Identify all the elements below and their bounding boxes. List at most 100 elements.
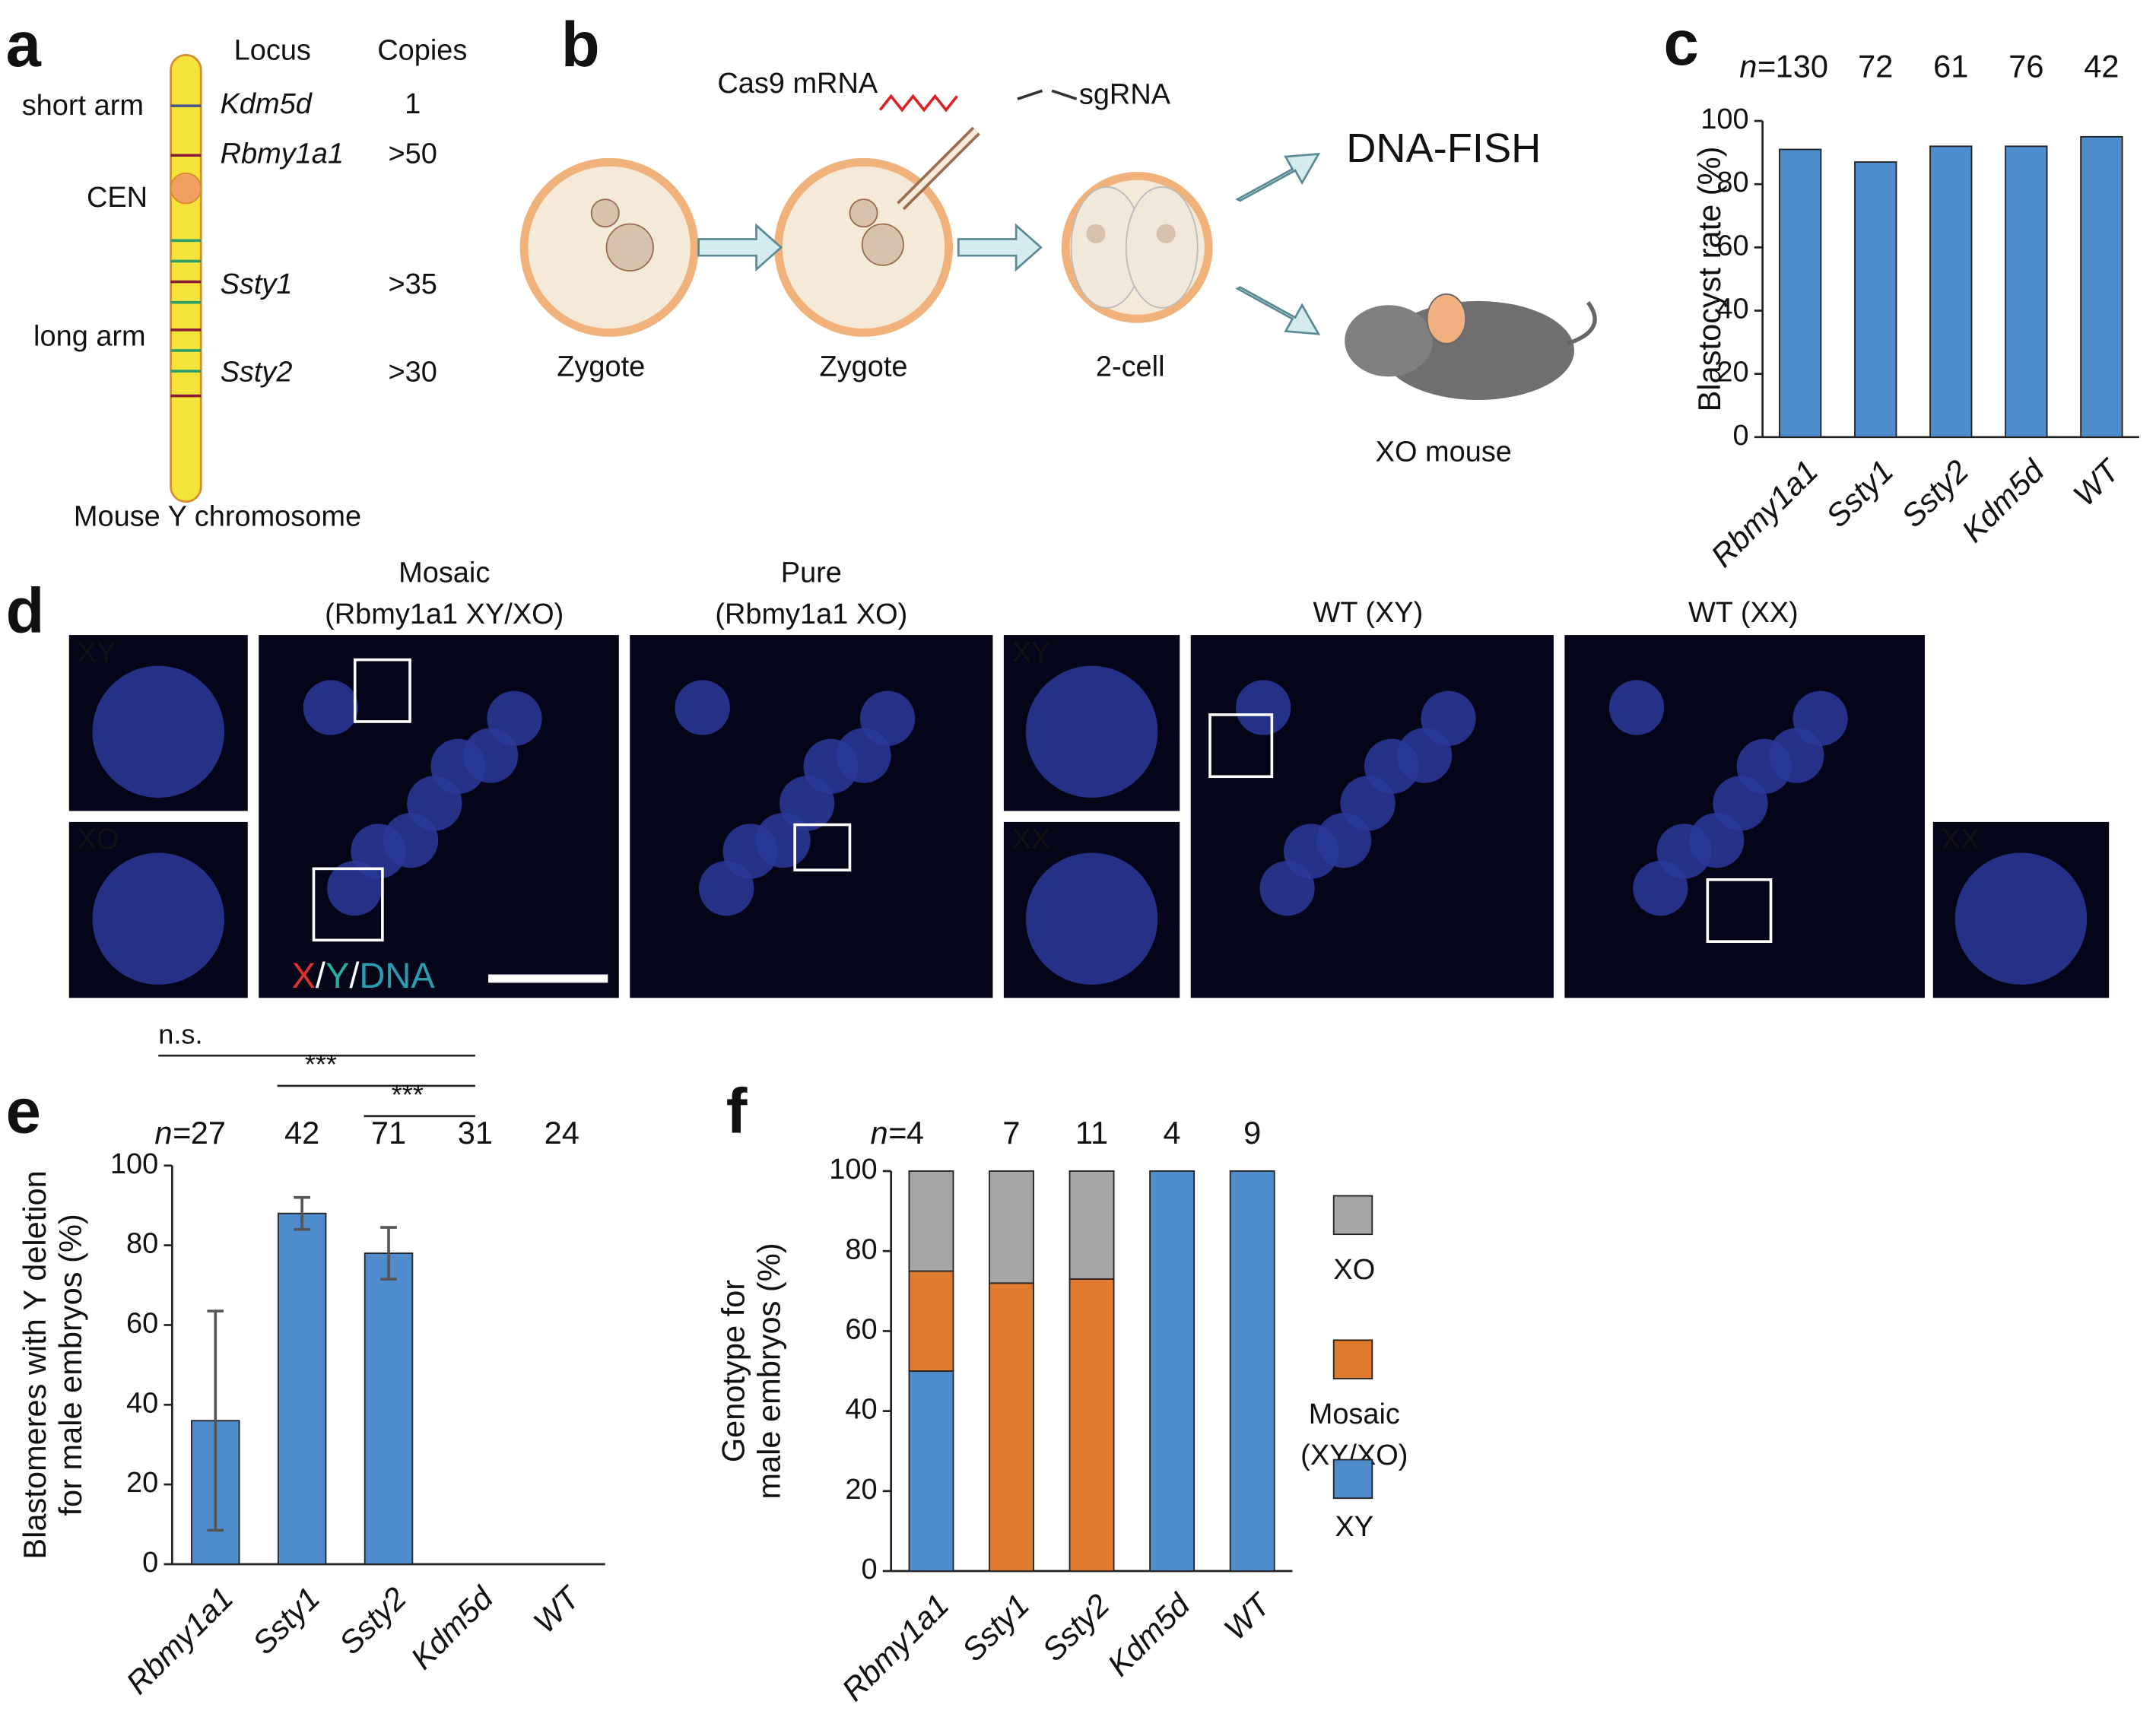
stage-label: Zygote bbox=[557, 351, 645, 382]
inset-label: XO bbox=[78, 824, 119, 855]
panel-label: d bbox=[6, 576, 45, 646]
annotation: XO mouse bbox=[1376, 436, 1512, 468]
arrows bbox=[697, 152, 1321, 335]
significance-label: *** bbox=[305, 1049, 337, 1080]
bar bbox=[1854, 161, 1897, 438]
legend-label: XO bbox=[1333, 1254, 1375, 1286]
image-title: (Rbmy1a1 XY/XO) bbox=[325, 598, 564, 630]
nucleus bbox=[675, 680, 730, 735]
nucleus bbox=[803, 738, 859, 794]
nucleus bbox=[1954, 852, 2088, 985]
stain-legend: X/Y/DNA bbox=[292, 955, 436, 995]
nucleus bbox=[722, 824, 778, 879]
bar-segment bbox=[1068, 1278, 1115, 1572]
bar bbox=[2005, 145, 2048, 438]
nucleus bbox=[92, 665, 225, 798]
locus-copies: >35 bbox=[388, 268, 437, 300]
stain-label: Y bbox=[325, 955, 349, 995]
bar bbox=[1779, 148, 1822, 438]
inset-label: XY bbox=[1012, 636, 1051, 668]
y-tick-label: 20 bbox=[126, 1467, 158, 1499]
n-value: 4 bbox=[907, 1115, 924, 1151]
n-value: 31 bbox=[458, 1115, 493, 1151]
n-label: n= bbox=[1739, 48, 1775, 84]
y-tick-label: 0 bbox=[1732, 420, 1748, 452]
y-tick-label: 100 bbox=[110, 1148, 158, 1180]
x-tick-label: Rbmy1a1 bbox=[119, 1580, 240, 1701]
locus-copies: 1 bbox=[405, 88, 421, 120]
y-tick-label: 60 bbox=[845, 1313, 877, 1345]
locus-name: Kdm5d bbox=[221, 88, 313, 120]
nucleus bbox=[1421, 690, 1476, 746]
y-tick-label: 0 bbox=[861, 1554, 877, 1585]
zoom-box bbox=[793, 823, 852, 871]
y-tick-label: 60 bbox=[126, 1307, 158, 1339]
nucleus bbox=[859, 690, 916, 746]
annotation: Cas9 mRNA bbox=[717, 68, 878, 100]
n-value: 42 bbox=[284, 1115, 319, 1151]
n-label: n= bbox=[154, 1115, 190, 1151]
y-tick-label: 80 bbox=[1716, 167, 1748, 198]
bar-segment bbox=[908, 1370, 954, 1572]
x-tick-label: Kdm5d bbox=[404, 1579, 501, 1676]
y-axis-label: Blastomeres with Y deletion bbox=[17, 1170, 52, 1559]
y-tick-label: 0 bbox=[142, 1547, 158, 1579]
panel-label: e bbox=[6, 1076, 41, 1147]
y-axis-label: Blastocyst rate (%) bbox=[1691, 147, 1727, 412]
annotation: sgRNA bbox=[1079, 79, 1171, 111]
n-label: n= bbox=[871, 1115, 907, 1151]
image-title: WT (XX) bbox=[1688, 597, 1799, 629]
n-value: 42 bbox=[2084, 48, 2119, 84]
y-tick-label: 40 bbox=[1716, 294, 1748, 325]
zoom-box bbox=[353, 658, 411, 723]
stain-label: X bbox=[292, 955, 316, 995]
n-value: 61 bbox=[1933, 48, 1968, 84]
nucleus bbox=[1025, 665, 1158, 798]
bar bbox=[277, 1212, 327, 1565]
arm-label: short arm bbox=[22, 90, 144, 122]
x-tick-label: Ssty1 bbox=[246, 1580, 327, 1662]
image-title: (Rbmy1a1 XO) bbox=[715, 598, 907, 630]
image-title: Mosaic bbox=[398, 557, 490, 589]
image-title: Pure bbox=[781, 557, 842, 589]
legend-swatch bbox=[1332, 1195, 1373, 1236]
nucleus bbox=[303, 680, 359, 735]
y-axis-label: for male embryos (%) bbox=[52, 1214, 88, 1516]
n-value: 24 bbox=[545, 1115, 579, 1151]
bar-segment bbox=[1149, 1170, 1195, 1572]
legend-label: Mosaic (XY/XO) bbox=[1300, 1398, 1408, 1471]
inset-label: XY bbox=[78, 636, 116, 668]
zoom-box bbox=[1706, 878, 1773, 943]
zoom-box bbox=[1208, 713, 1274, 779]
chromosome bbox=[170, 53, 202, 503]
n-value: 11 bbox=[1075, 1115, 1108, 1151]
locus-copies: >50 bbox=[388, 138, 437, 170]
annotation: DNA-FISH bbox=[1346, 125, 1541, 171]
y-tick-label: 60 bbox=[1716, 230, 1748, 262]
bar-segment bbox=[989, 1170, 1034, 1284]
x-tick-label: Ssty1 bbox=[1819, 452, 1900, 534]
n-value: 9 bbox=[1243, 1115, 1261, 1151]
legend-swatch bbox=[1332, 1458, 1373, 1500]
nucleus bbox=[487, 690, 542, 746]
cells bbox=[519, 89, 1213, 337]
zoom-box bbox=[312, 867, 384, 942]
legend-swatch bbox=[1332, 1339, 1373, 1379]
y-tick-label: 40 bbox=[126, 1387, 158, 1419]
locus-copies: >30 bbox=[388, 357, 437, 389]
nucleus bbox=[430, 738, 486, 794]
bar-segment bbox=[908, 1270, 954, 1372]
n-value: 72 bbox=[1858, 48, 1893, 84]
n-value: 4 bbox=[1164, 1115, 1181, 1151]
inset-label: XX bbox=[1942, 824, 1980, 855]
nucleus bbox=[1656, 824, 1712, 879]
stain-label: / bbox=[316, 955, 326, 995]
arm-label: long arm bbox=[33, 321, 146, 353]
caption: Mouse Y chromosome bbox=[74, 500, 361, 532]
stage-label: 2-cell bbox=[1096, 351, 1165, 382]
nucleus bbox=[351, 824, 406, 879]
header: Copies bbox=[377, 35, 467, 67]
locus-name: Ssty1 bbox=[221, 268, 293, 300]
x-tick-label: WT bbox=[2066, 452, 2128, 513]
